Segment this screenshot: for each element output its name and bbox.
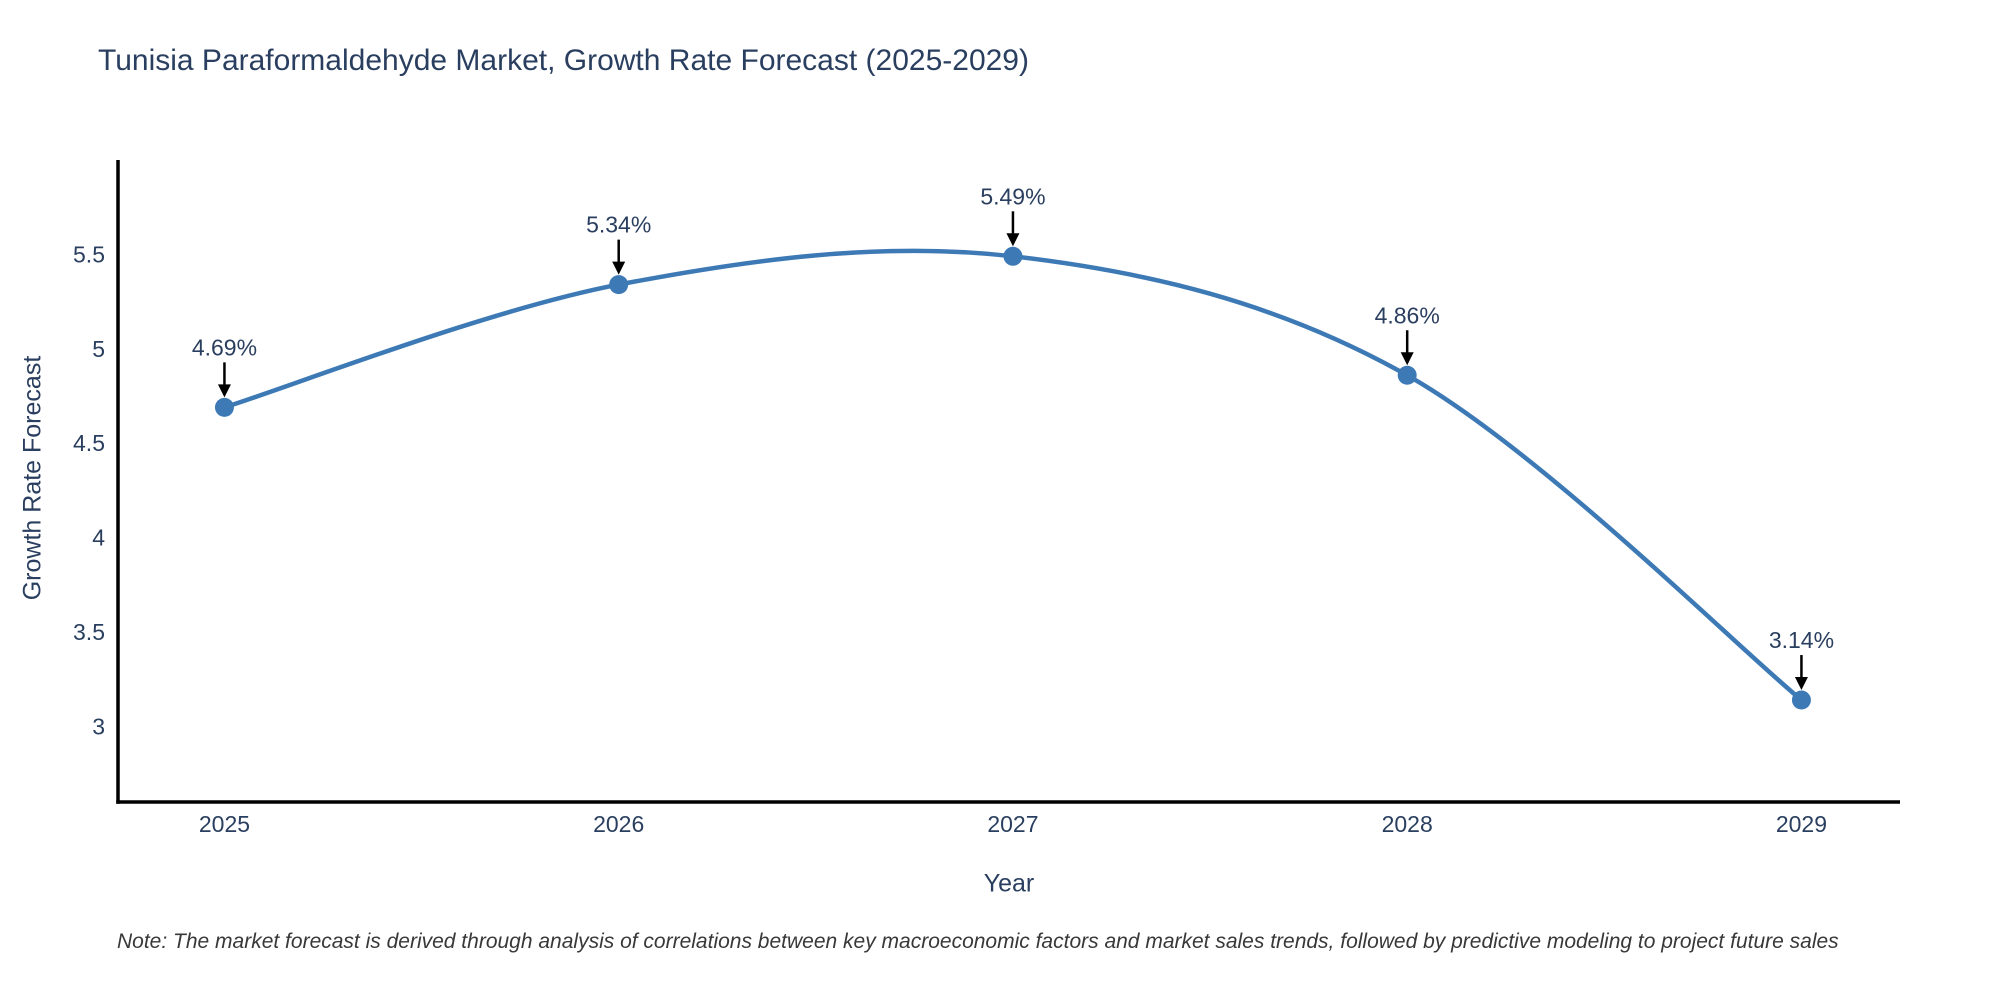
y-tick-label: 4.5	[73, 430, 105, 456]
data-point-marker	[1003, 246, 1023, 266]
y-tick-label: 5.5	[73, 241, 105, 267]
data-point-marker	[1791, 690, 1811, 710]
point-value-label: 4.69%	[192, 334, 257, 360]
y-tick-label: 3	[92, 713, 105, 739]
point-value-label: 5.49%	[980, 183, 1045, 209]
point-value-label: 3.14%	[1769, 627, 1834, 653]
point-value-label: 4.86%	[1375, 302, 1440, 328]
x-axis-title: Year	[983, 869, 1035, 898]
x-tick-label: 2025	[199, 811, 250, 837]
y-tick-label: 3.5	[73, 619, 105, 645]
annotation-arrowhead	[612, 261, 626, 275]
data-point-marker	[214, 397, 234, 417]
footnote: Note: The market forecast is derived thr…	[117, 930, 1839, 953]
y-tick-label: 4	[92, 525, 105, 551]
annotation-arrowhead	[1794, 677, 1808, 691]
point-value-label: 5.34%	[586, 212, 651, 238]
forecast-line	[222, 248, 1804, 703]
annotation-arrowhead	[217, 384, 231, 398]
data-point-marker	[1397, 365, 1417, 385]
y-tick-label: 5	[92, 336, 105, 362]
x-tick-label: 2027	[987, 811, 1038, 837]
annotation-arrowhead	[1006, 233, 1020, 247]
data-point-marker	[609, 275, 629, 295]
x-tick-label: 2028	[1382, 811, 1433, 837]
x-tick-label: 2026	[593, 811, 644, 837]
y-axis-title: Growth Rate Forecast	[18, 355, 47, 601]
chart-title: Tunisia Paraformaldehyde Market, Growth …	[98, 44, 1029, 77]
annotation-arrowhead	[1400, 352, 1414, 366]
x-tick-label: 2029	[1776, 811, 1827, 837]
